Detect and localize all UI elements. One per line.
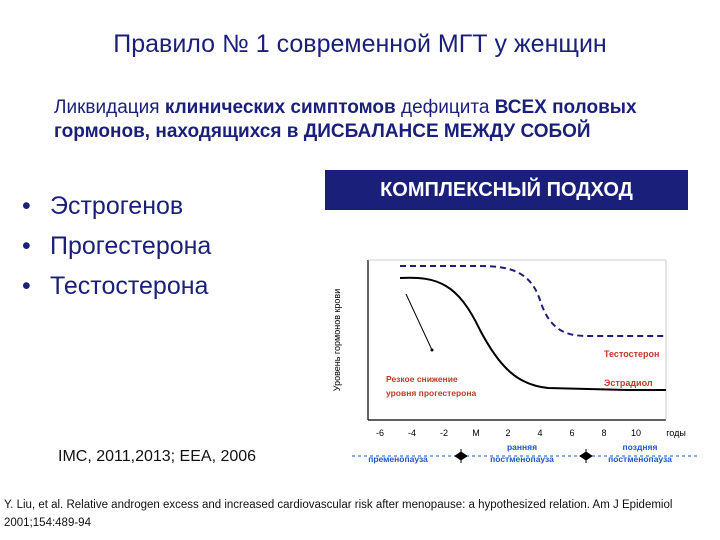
bullet-label: Тестостерона xyxy=(50,272,209,300)
annotation-line-2: уровня прогестерона xyxy=(386,388,476,398)
x-tick-label: 10 xyxy=(631,428,641,438)
x-tick-label: годы xyxy=(666,428,686,438)
phase-divider xyxy=(454,449,468,463)
x-tick-label: 8 xyxy=(601,428,606,438)
x-tick-label: 2 xyxy=(505,428,510,438)
bullet-label: Прогестерона xyxy=(50,232,212,260)
series-testosterone-line xyxy=(400,264,666,337)
progesterone-pointer-line xyxy=(405,293,433,351)
list-item: • Прогестерона xyxy=(22,226,211,266)
list-item: • Тестостерона xyxy=(22,266,211,306)
intro-part-2: клинических симптомов xyxy=(164,97,396,118)
x-tick-label: -6 xyxy=(376,428,384,438)
series-testosterone-label: Тестостерон xyxy=(604,349,659,359)
series-estradiol-label: Эстрадиол xyxy=(604,378,653,388)
phase-early-line-1: ранняя xyxy=(507,442,537,452)
hormone-chart: Уровень гормонов крови Тестостерон Эстра… xyxy=(332,259,700,464)
x-tick-label: -4 xyxy=(408,428,416,438)
phase-late-line-2: постменопауза xyxy=(608,454,672,464)
slide-title: Правило № 1 современной МГТ у женщин xyxy=(113,30,607,58)
phase-divider xyxy=(579,449,593,463)
progesterone-pointer-dot xyxy=(430,348,434,352)
x-tick-label: -2 xyxy=(440,428,448,438)
y-axis-label: Уровень гормонов крови xyxy=(332,289,342,391)
x-tick-label: 6 xyxy=(569,428,574,438)
series-estradiol-line xyxy=(399,276,666,391)
intro-part-1: Ликвидация xyxy=(54,97,165,118)
bullet-icon: • xyxy=(22,272,31,300)
footnote-citation: Y. Liu, et al. Relative androgen excess … xyxy=(4,499,673,529)
intro-part-3: дефицита xyxy=(395,97,495,118)
x-tick-label: 4 xyxy=(537,428,542,438)
bullet-icon: • xyxy=(22,232,31,260)
x-tick-label: М xyxy=(472,428,480,438)
complex-approach-banner: КОМПЛЕКСНЫЙ ПОДХОД xyxy=(325,170,688,210)
annotation-line-1: Резкое снижение xyxy=(386,374,458,384)
x-tick-labels: -6 -4 -2 М 2 4 6 8 10 годы xyxy=(376,428,686,438)
bullet-icon: • xyxy=(22,192,31,220)
references: IMC, 2011,2013; EEA, 2006 xyxy=(58,448,257,465)
intro-text: Ликвидация клинических симптомов дефицит… xyxy=(54,96,694,144)
list-item: • Эстрогенов xyxy=(22,186,211,226)
bullet-label: Эстрогенов xyxy=(50,192,184,220)
phase-late-line-1: поздняя xyxy=(623,442,658,452)
phase-early-line-2: постменопауза xyxy=(490,454,554,464)
phase-premenopause-label: пременопауза xyxy=(368,454,428,464)
intro-part-4: ВСЕХ половых гормонов, находящихся в ДИС… xyxy=(54,97,637,142)
hormone-list: • Эстрогенов • Прогестерона • Тестостерона xyxy=(22,186,211,306)
